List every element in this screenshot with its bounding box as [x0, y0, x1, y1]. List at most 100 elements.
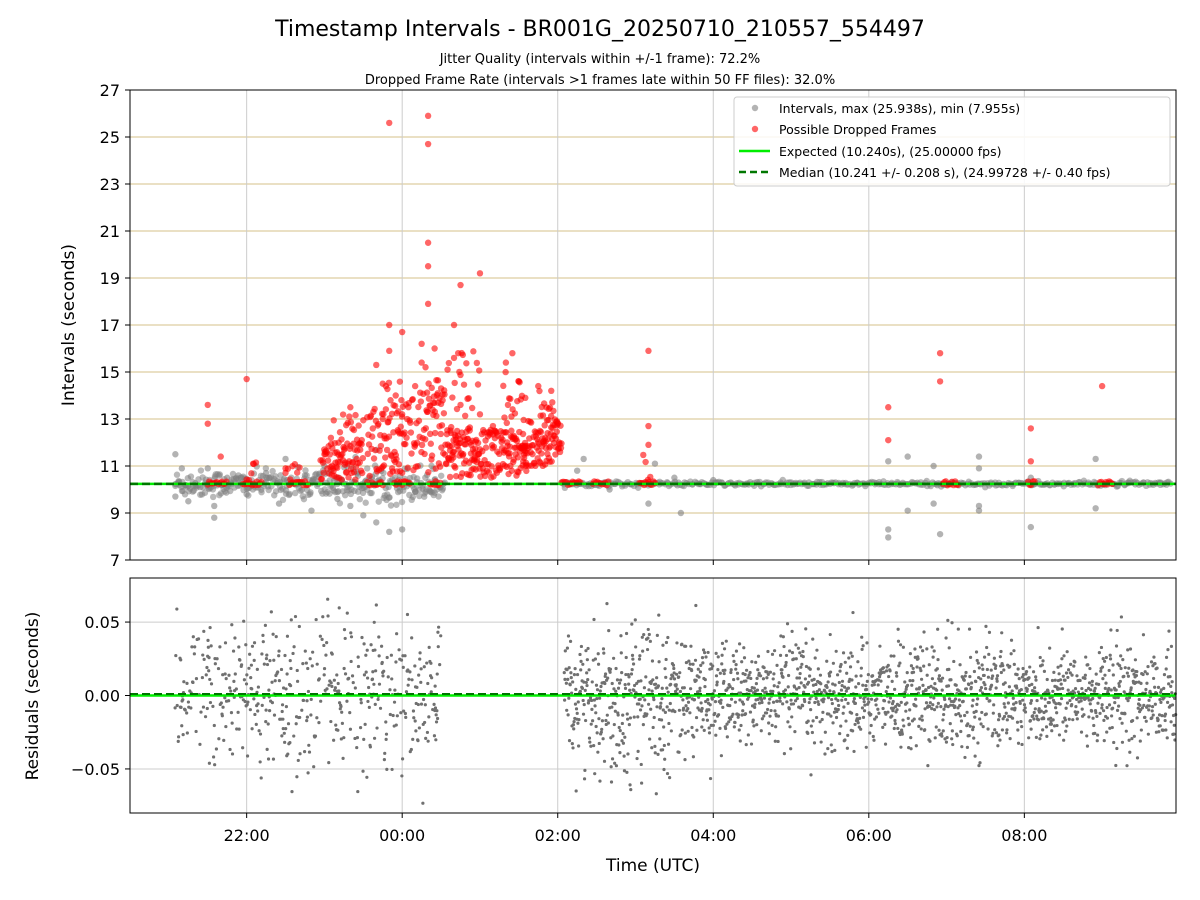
residual-point [896, 627, 900, 631]
residual-point [1090, 683, 1094, 687]
residual-point [1005, 728, 1009, 732]
residual-point [777, 681, 781, 685]
residual-point [933, 682, 937, 686]
residual-point [421, 801, 425, 805]
dropped-frame-point [350, 426, 358, 434]
residual-point [214, 747, 219, 751]
residual-point [241, 746, 245, 750]
residual-point [707, 731, 712, 735]
interval-point [211, 502, 218, 510]
residual-point [238, 658, 242, 662]
residuals-points [173, 597, 1178, 805]
residual-point [400, 774, 404, 778]
residual-point [992, 703, 996, 707]
residual-point [890, 714, 894, 718]
residual-point [722, 679, 726, 684]
residual-point [789, 698, 793, 702]
residual-point [1056, 665, 1060, 669]
residual-point [630, 668, 634, 672]
residual-point [856, 660, 860, 664]
residual-point [1032, 710, 1036, 715]
residual-point [765, 676, 769, 680]
residual-point [995, 674, 1000, 678]
residual-point [884, 669, 889, 673]
residual-point [1078, 678, 1082, 683]
dropped-frame-point [364, 450, 372, 458]
residual-point [639, 762, 643, 767]
residual-point [739, 680, 743, 684]
interval-point [439, 485, 447, 492]
residual-point [332, 678, 336, 682]
residual-point [963, 674, 967, 678]
residual-point [725, 735, 729, 739]
interval-point [209, 493, 217, 501]
residual-point [704, 713, 708, 717]
residual-point [349, 659, 353, 664]
residual-point [1023, 677, 1027, 682]
dropped-frame-point [347, 404, 354, 411]
residual-point [668, 701, 672, 706]
residual-point [688, 711, 692, 715]
residual-point [946, 684, 951, 688]
residual-point [848, 665, 853, 669]
residual-point [732, 725, 736, 729]
residual-point [722, 671, 726, 676]
residual-point [201, 653, 205, 657]
residual-point [1118, 679, 1122, 684]
residual-point [678, 671, 682, 675]
residual-point [637, 657, 642, 661]
interval-point [1027, 523, 1035, 531]
intervals-y-tick-label: 19 [100, 269, 120, 288]
residual-point [1018, 701, 1022, 706]
residual-point [753, 702, 757, 706]
dropped-frame-point [553, 428, 560, 435]
residual-point [708, 776, 713, 781]
residual-point [851, 610, 855, 615]
residual-point [1031, 714, 1035, 718]
interval-point [356, 496, 364, 503]
residual-point [1117, 684, 1121, 688]
residual-point [739, 723, 743, 728]
residual-point [1100, 703, 1104, 707]
residual-point [646, 627, 650, 632]
residual-point [601, 737, 605, 741]
residual-point [858, 716, 862, 720]
residual-point [779, 671, 784, 675]
residual-point [1135, 669, 1139, 674]
residual-point [748, 670, 752, 675]
interval-point [292, 489, 299, 497]
residual-point [203, 715, 208, 719]
residual-point [729, 697, 734, 701]
residual-point [180, 724, 184, 728]
x-tick-label: 02:00 [535, 826, 581, 845]
interval-point [301, 472, 309, 479]
residual-point [1093, 686, 1097, 690]
residual-point [1002, 668, 1006, 672]
residual-point [963, 755, 967, 760]
residual-point [870, 674, 875, 678]
dropped-frame-point [426, 430, 434, 438]
residual-point [994, 664, 998, 668]
residual-point [793, 699, 798, 703]
dropped-frame-point [437, 430, 444, 438]
dropped-frame-point [473, 456, 481, 463]
residual-point [894, 704, 898, 709]
residual-point [1079, 699, 1083, 703]
residual-point [365, 775, 369, 779]
residual-point [1162, 673, 1167, 677]
residual-point [729, 668, 733, 672]
dropped-frame-point [506, 449, 513, 457]
dropped-frame-point [471, 449, 478, 456]
residual-point [1158, 724, 1162, 728]
residual-point [684, 704, 688, 708]
residual-point [325, 640, 329, 645]
residual-point [337, 606, 341, 610]
residual-point [811, 683, 816, 687]
residual-point [830, 697, 834, 702]
residual-point [937, 728, 941, 732]
residual-point [750, 660, 754, 664]
intervals-y-axis-label: Intervals (seconds) [59, 244, 79, 406]
dropped-frame-point [475, 367, 483, 374]
interval-point [362, 499, 369, 506]
residual-point [631, 662, 636, 666]
